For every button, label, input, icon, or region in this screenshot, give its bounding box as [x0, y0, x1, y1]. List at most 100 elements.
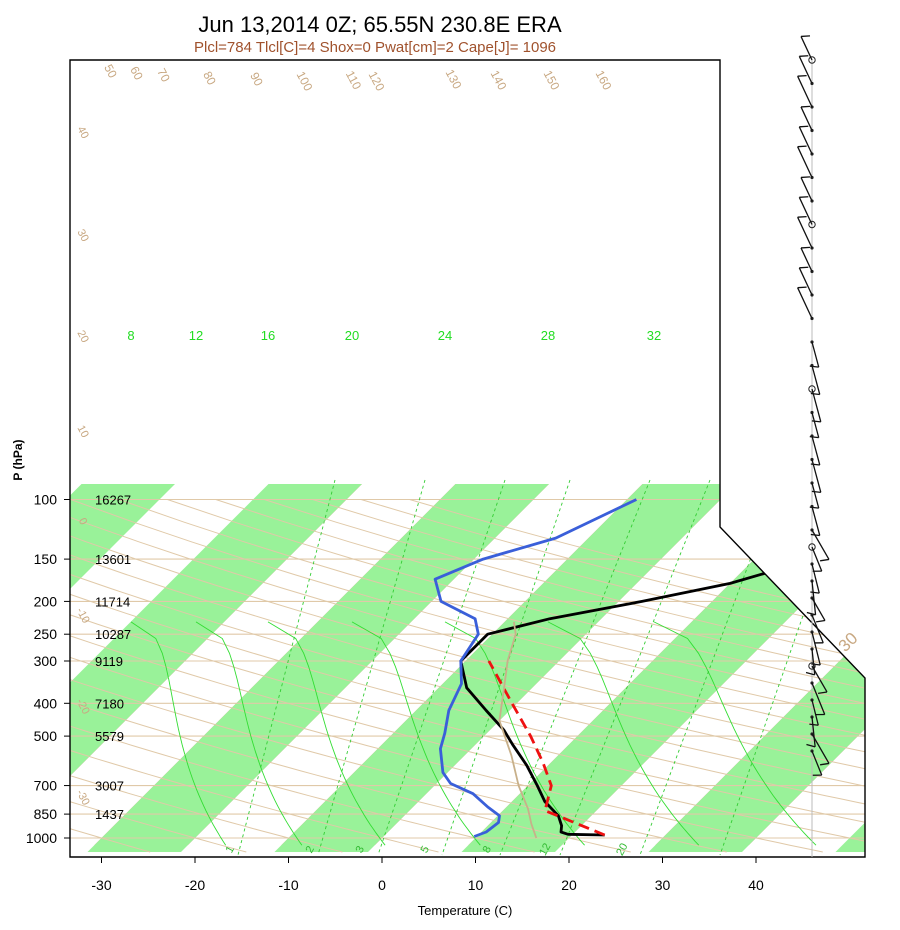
moist-adiabat-label: 20 [345, 328, 359, 343]
wind-barb-shaft [800, 36, 813, 61]
wind-barb-shaft [800, 247, 813, 272]
isotherm-label: 20 [742, 530, 767, 555]
dewpoint-line [433, 498, 638, 838]
plot-frame [69, 59, 866, 858]
wind-barb-shaft [811, 341, 820, 368]
y-tick-label: 700 [34, 778, 58, 794]
wind-barb-shaft [811, 750, 823, 776]
moist-adiabat [444, 621, 585, 846]
wind-barb-calm [808, 662, 816, 670]
wind-barb-shaft [798, 56, 813, 84]
dry-adiabat-label: 60 [127, 64, 146, 83]
y-tick-label: 500 [34, 728, 58, 744]
wind-barb-calm [808, 220, 816, 229]
dry-adiabat [70, 499, 823, 853]
mixing-ratio-line [237, 479, 336, 856]
dry-adiabat-label: 20 [74, 328, 90, 344]
dry-adiabat-label: 90 [247, 70, 266, 89]
wind-barb-flag [797, 74, 807, 77]
wind-barb-shaft [811, 699, 819, 726]
isotherm-line [70, 483, 363, 846]
wind-barb-flag [811, 663, 821, 666]
moist-adiabat-label: 12 [189, 328, 203, 343]
x-tick-label: 20 [561, 877, 577, 893]
wind-barb-shaft [811, 388, 822, 423]
moist-adiabats [130, 621, 817, 846]
dry-adiabat [118, 499, 865, 853]
y-axis-label: P (hPa) [11, 439, 25, 480]
wind-barb-shaft [811, 614, 824, 644]
moist-adiabat [653, 621, 817, 846]
wind-barb-shaft [811, 435, 821, 466]
height-label: 16267 [95, 493, 131, 508]
virtual-temperature-line [498, 621, 538, 839]
wind-barb-flag [800, 105, 811, 108]
wind-barb-flag [800, 246, 811, 249]
wind-barb-flag [797, 215, 807, 218]
isotherm-line [187, 483, 550, 846]
dry-adiabat [70, 499, 727, 853]
dry-adiabat [70, 499, 865, 853]
wind-barb-flag [799, 125, 809, 128]
isotherm-label: 10 [719, 240, 744, 265]
moist-adiabat-label: 28 [541, 328, 555, 343]
y-tick-label: 150 [34, 551, 58, 567]
x-tick-label: -20 [185, 877, 205, 893]
wind-barb-flag [818, 691, 828, 694]
wind-barb-shaft [811, 631, 821, 666]
dry-adiabat [167, 499, 865, 853]
moist-adiabat [130, 621, 227, 846]
wind-barb-shaft [798, 197, 813, 225]
y-tick-label: 300 [34, 653, 58, 669]
dry-adiabat [70, 499, 865, 853]
temperature-band [648, 484, 865, 852]
height-label: 5579 [95, 729, 124, 744]
wind-barb-shaft [797, 146, 813, 178]
wind-barb-shaft [811, 529, 830, 560]
dry-adiabat-label: 0 [76, 516, 89, 527]
wind-barb-flag [810, 392, 820, 396]
wind-barb-flag [806, 743, 816, 748]
isotherm-line [94, 483, 456, 846]
height-label: 7180 [95, 696, 124, 711]
axes: -30 -20 -10 0 10 20 30 401001502002503004005007… [26, 492, 764, 894]
wind-barb-shaft [798, 126, 813, 155]
wind-barb-flag [800, 35, 811, 38]
wind-barb-shaft [811, 716, 816, 747]
x-tick-label: -10 [278, 877, 298, 893]
y-tick-label: 200 [34, 593, 58, 609]
wind-barb-shaft [811, 682, 826, 715]
wind-barb-flag [820, 558, 830, 562]
moist-adiabat-label: 32 [647, 328, 661, 343]
moist-adiabat-label: 16 [261, 328, 275, 343]
wind-barb-shaft [811, 412, 820, 438]
wind-barb-flag [797, 145, 807, 148]
dry-adiabat [70, 499, 865, 853]
moist-adiabat [351, 621, 481, 846]
y-tick-label: 100 [34, 492, 58, 508]
wind-barb-flag [797, 286, 807, 289]
mixing-ratio-label: 2 [304, 844, 317, 855]
wind-barb-flag [820, 762, 830, 766]
wind-barb-flag [810, 463, 820, 466]
dry-adiabat [70, 499, 865, 853]
wind-barb-shaft [811, 506, 821, 536]
mixing-ratio-label: 8 [481, 844, 494, 855]
mixing-ratio-label: 3 [354, 844, 367, 855]
isotherm-label: 0 [722, 344, 740, 362]
height-label: 3007 [95, 779, 124, 794]
height-label: 1437 [95, 807, 124, 822]
chart-subtitle: Plcl=784 Tlcl[C]=4 Shox=0 Pwat[cm]=2 Cap… [194, 39, 556, 56]
temperature-band [70, 484, 362, 852]
dry-adiabat [70, 499, 247, 853]
isotherm-line [374, 483, 737, 846]
sounding-series [433, 498, 865, 839]
wind-barb-calm [808, 385, 816, 393]
wind-barbs [797, 35, 830, 776]
temperature-line [459, 505, 865, 837]
dry-adiabat [264, 499, 865, 853]
dry-adiabat [70, 499, 439, 853]
y-tick-label: 850 [34, 806, 58, 822]
isotherm-line [655, 483, 865, 846]
